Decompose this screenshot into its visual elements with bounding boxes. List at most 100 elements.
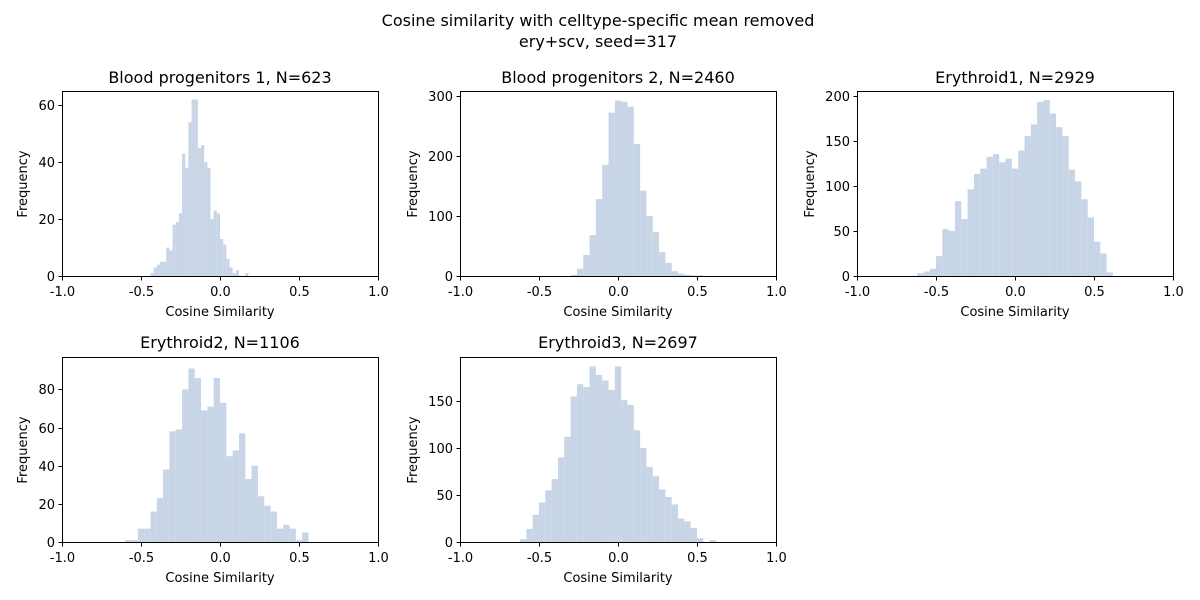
histogram-bar xyxy=(633,430,641,542)
histogram-bar xyxy=(1081,199,1088,276)
histogram-bar xyxy=(245,479,252,542)
histogram-bar xyxy=(583,387,590,542)
y-tick-label: 150 xyxy=(428,395,453,410)
y-tick-label: 300 xyxy=(428,90,453,105)
y-axis-label: Frequency xyxy=(16,150,31,217)
y-tick-label: 100 xyxy=(428,442,453,457)
y-tick-label: 60 xyxy=(38,422,55,437)
x-axis-label: Cosine Similarity xyxy=(563,571,673,586)
histogram-bar xyxy=(595,374,603,542)
histogram-bar xyxy=(232,273,236,276)
x-tick-label: -0.5 xyxy=(527,551,552,566)
histogram-bar xyxy=(614,366,622,542)
histogram-bar xyxy=(159,261,164,276)
histogram-bar xyxy=(182,153,186,276)
x-tick-label: 0.0 xyxy=(608,285,629,300)
y-tick-label: 0 xyxy=(842,270,850,285)
histogram-bar xyxy=(226,258,230,276)
histogram-bar xyxy=(295,540,303,542)
y-tick-label: 40 xyxy=(38,156,55,171)
histogram-panel-blood-progenitors-1: Blood progenitors 1, N=623 Cosine Simila… xyxy=(16,68,389,320)
histogram-bar xyxy=(201,145,205,276)
histogram-bar xyxy=(961,219,968,276)
histogram-bar xyxy=(131,540,138,542)
histogram-bar xyxy=(557,457,565,542)
histogram-bar xyxy=(125,540,132,542)
histogram-bar xyxy=(270,511,277,542)
histogram-bar xyxy=(169,431,176,542)
histogram-bar xyxy=(185,167,189,276)
histogram-bar xyxy=(614,100,622,277)
panel-title: Blood progenitors 1, N=623 xyxy=(108,68,331,87)
histogram-bar xyxy=(942,229,949,276)
histogram-bar xyxy=(289,528,296,542)
histogram-bar xyxy=(172,224,176,276)
y-tick-label: 200 xyxy=(428,150,453,165)
histogram-bar xyxy=(551,479,558,542)
histogram-bar xyxy=(1011,168,1019,276)
histogram-bar xyxy=(137,528,145,542)
figure-title-line2: ery+scv, seed=317 xyxy=(519,32,677,51)
histogram-bar xyxy=(276,528,284,542)
x-tick-label: 1.0 xyxy=(368,285,389,300)
histogram-bar xyxy=(175,221,179,276)
y-tick-label: 0 xyxy=(47,270,55,285)
histogram-bar xyxy=(213,377,220,542)
histogram-bar xyxy=(608,389,615,542)
histogram-bar xyxy=(999,162,1006,276)
y-tick-label: 50 xyxy=(436,489,453,504)
histogram-bar xyxy=(539,502,546,542)
histogram-bar xyxy=(1049,113,1057,276)
histogram-bar xyxy=(229,267,233,276)
x-tick-label: 0.0 xyxy=(1005,285,1026,300)
x-tick-label: 0.0 xyxy=(210,285,231,300)
panel-title: Blood progenitors 2, N=2460 xyxy=(501,68,735,87)
histogram-bar xyxy=(608,112,615,276)
histogram-bar xyxy=(697,275,704,276)
histogram-bar xyxy=(627,404,634,542)
histogram-bar xyxy=(156,264,160,276)
histogram-bar xyxy=(302,532,309,542)
x-tick-label: 1.0 xyxy=(766,551,787,566)
histogram-bar xyxy=(207,406,214,542)
histogram-bar xyxy=(1068,169,1076,276)
histogram-bar xyxy=(1030,124,1038,276)
histogram-bar xyxy=(967,189,974,276)
histogram-bar xyxy=(178,213,183,276)
x-axis-label: Cosine Similarity xyxy=(165,305,275,320)
histogram-bar xyxy=(595,199,603,276)
y-tick-label: 0 xyxy=(445,270,453,285)
y-tick-label: 100 xyxy=(428,210,453,225)
x-tick-label: 0.5 xyxy=(289,551,310,566)
histogram-bars xyxy=(570,100,704,277)
histogram-bar xyxy=(156,498,164,542)
histogram-bar xyxy=(194,377,202,542)
x-tick-label: 1.0 xyxy=(1163,285,1184,300)
histogram-bar xyxy=(570,396,577,542)
x-tick-label: 1.0 xyxy=(368,551,389,566)
y-axis-label: Frequency xyxy=(406,150,421,217)
histogram-bar xyxy=(150,511,157,542)
histogram-bar xyxy=(678,518,685,542)
histogram-bar xyxy=(929,268,936,276)
histogram-panel-erythroid3: Erythroid3, N=2697 Cosine Similarity Fre… xyxy=(406,333,787,586)
histogram-bar xyxy=(251,465,258,542)
y-tick-label: 80 xyxy=(38,383,55,398)
histogram-bar xyxy=(245,273,249,276)
histogram-bar xyxy=(684,521,691,542)
histogram-bar xyxy=(671,504,679,542)
histogram-bar xyxy=(232,450,239,542)
histogram-bar xyxy=(583,254,590,276)
histogram-bar xyxy=(257,496,265,542)
histogram-bar xyxy=(652,232,660,276)
figure-title-line1: Cosine similarity with celltype-specific… xyxy=(382,11,815,30)
histogram-bar xyxy=(1100,253,1107,276)
histogram-bar xyxy=(621,101,628,276)
histogram-bar xyxy=(526,528,533,542)
histogram-bar xyxy=(1062,136,1069,276)
histogram-bar xyxy=(201,410,208,542)
histogram-bar xyxy=(973,174,981,276)
histogram-bar xyxy=(220,239,224,276)
histogram-bar xyxy=(602,380,609,542)
